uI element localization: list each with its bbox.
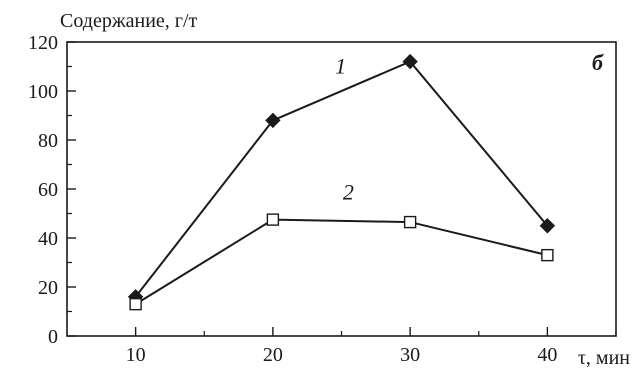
y-tick-label: 100 — [28, 81, 58, 103]
y-axis-title: Содержание, г/т — [60, 10, 198, 32]
series-1-point — [402, 53, 418, 70]
y-tick-label: 20 — [38, 277, 58, 299]
series-label-2: 2 — [343, 179, 354, 204]
y-tick-label: 0 — [48, 326, 58, 348]
series-1-point — [265, 112, 281, 129]
series-1-line — [134, 60, 549, 298]
series-2-point — [266, 213, 280, 226]
series-2 — [129, 213, 554, 311]
series-1-point — [539, 218, 556, 234]
y-tick-label: 40 — [38, 228, 58, 250]
y-tick-label: 80 — [38, 130, 58, 152]
x-tick-label: 40 — [537, 344, 557, 366]
panel-label: б — [592, 50, 604, 75]
plot-frame — [66, 41, 617, 337]
y-tick-label: 60 — [38, 179, 58, 201]
series-2-point — [129, 297, 142, 311]
series-1 — [127, 53, 556, 305]
series-2-point — [403, 215, 417, 229]
x-tick-label: 20 — [263, 344, 283, 366]
x-tick-label: 30 — [400, 344, 420, 366]
x-tick-label: 10 — [126, 344, 146, 366]
x-axis-title: τ, мин — [578, 347, 630, 369]
axes: 0 20 40 60 80 100 120 10 20 30 40 — [28, 32, 617, 366]
series-2-line — [135, 218, 548, 306]
series-label-1: 1 — [335, 53, 346, 78]
y-tick-label: 120 — [28, 32, 58, 54]
series-2-point — [541, 248, 554, 262]
